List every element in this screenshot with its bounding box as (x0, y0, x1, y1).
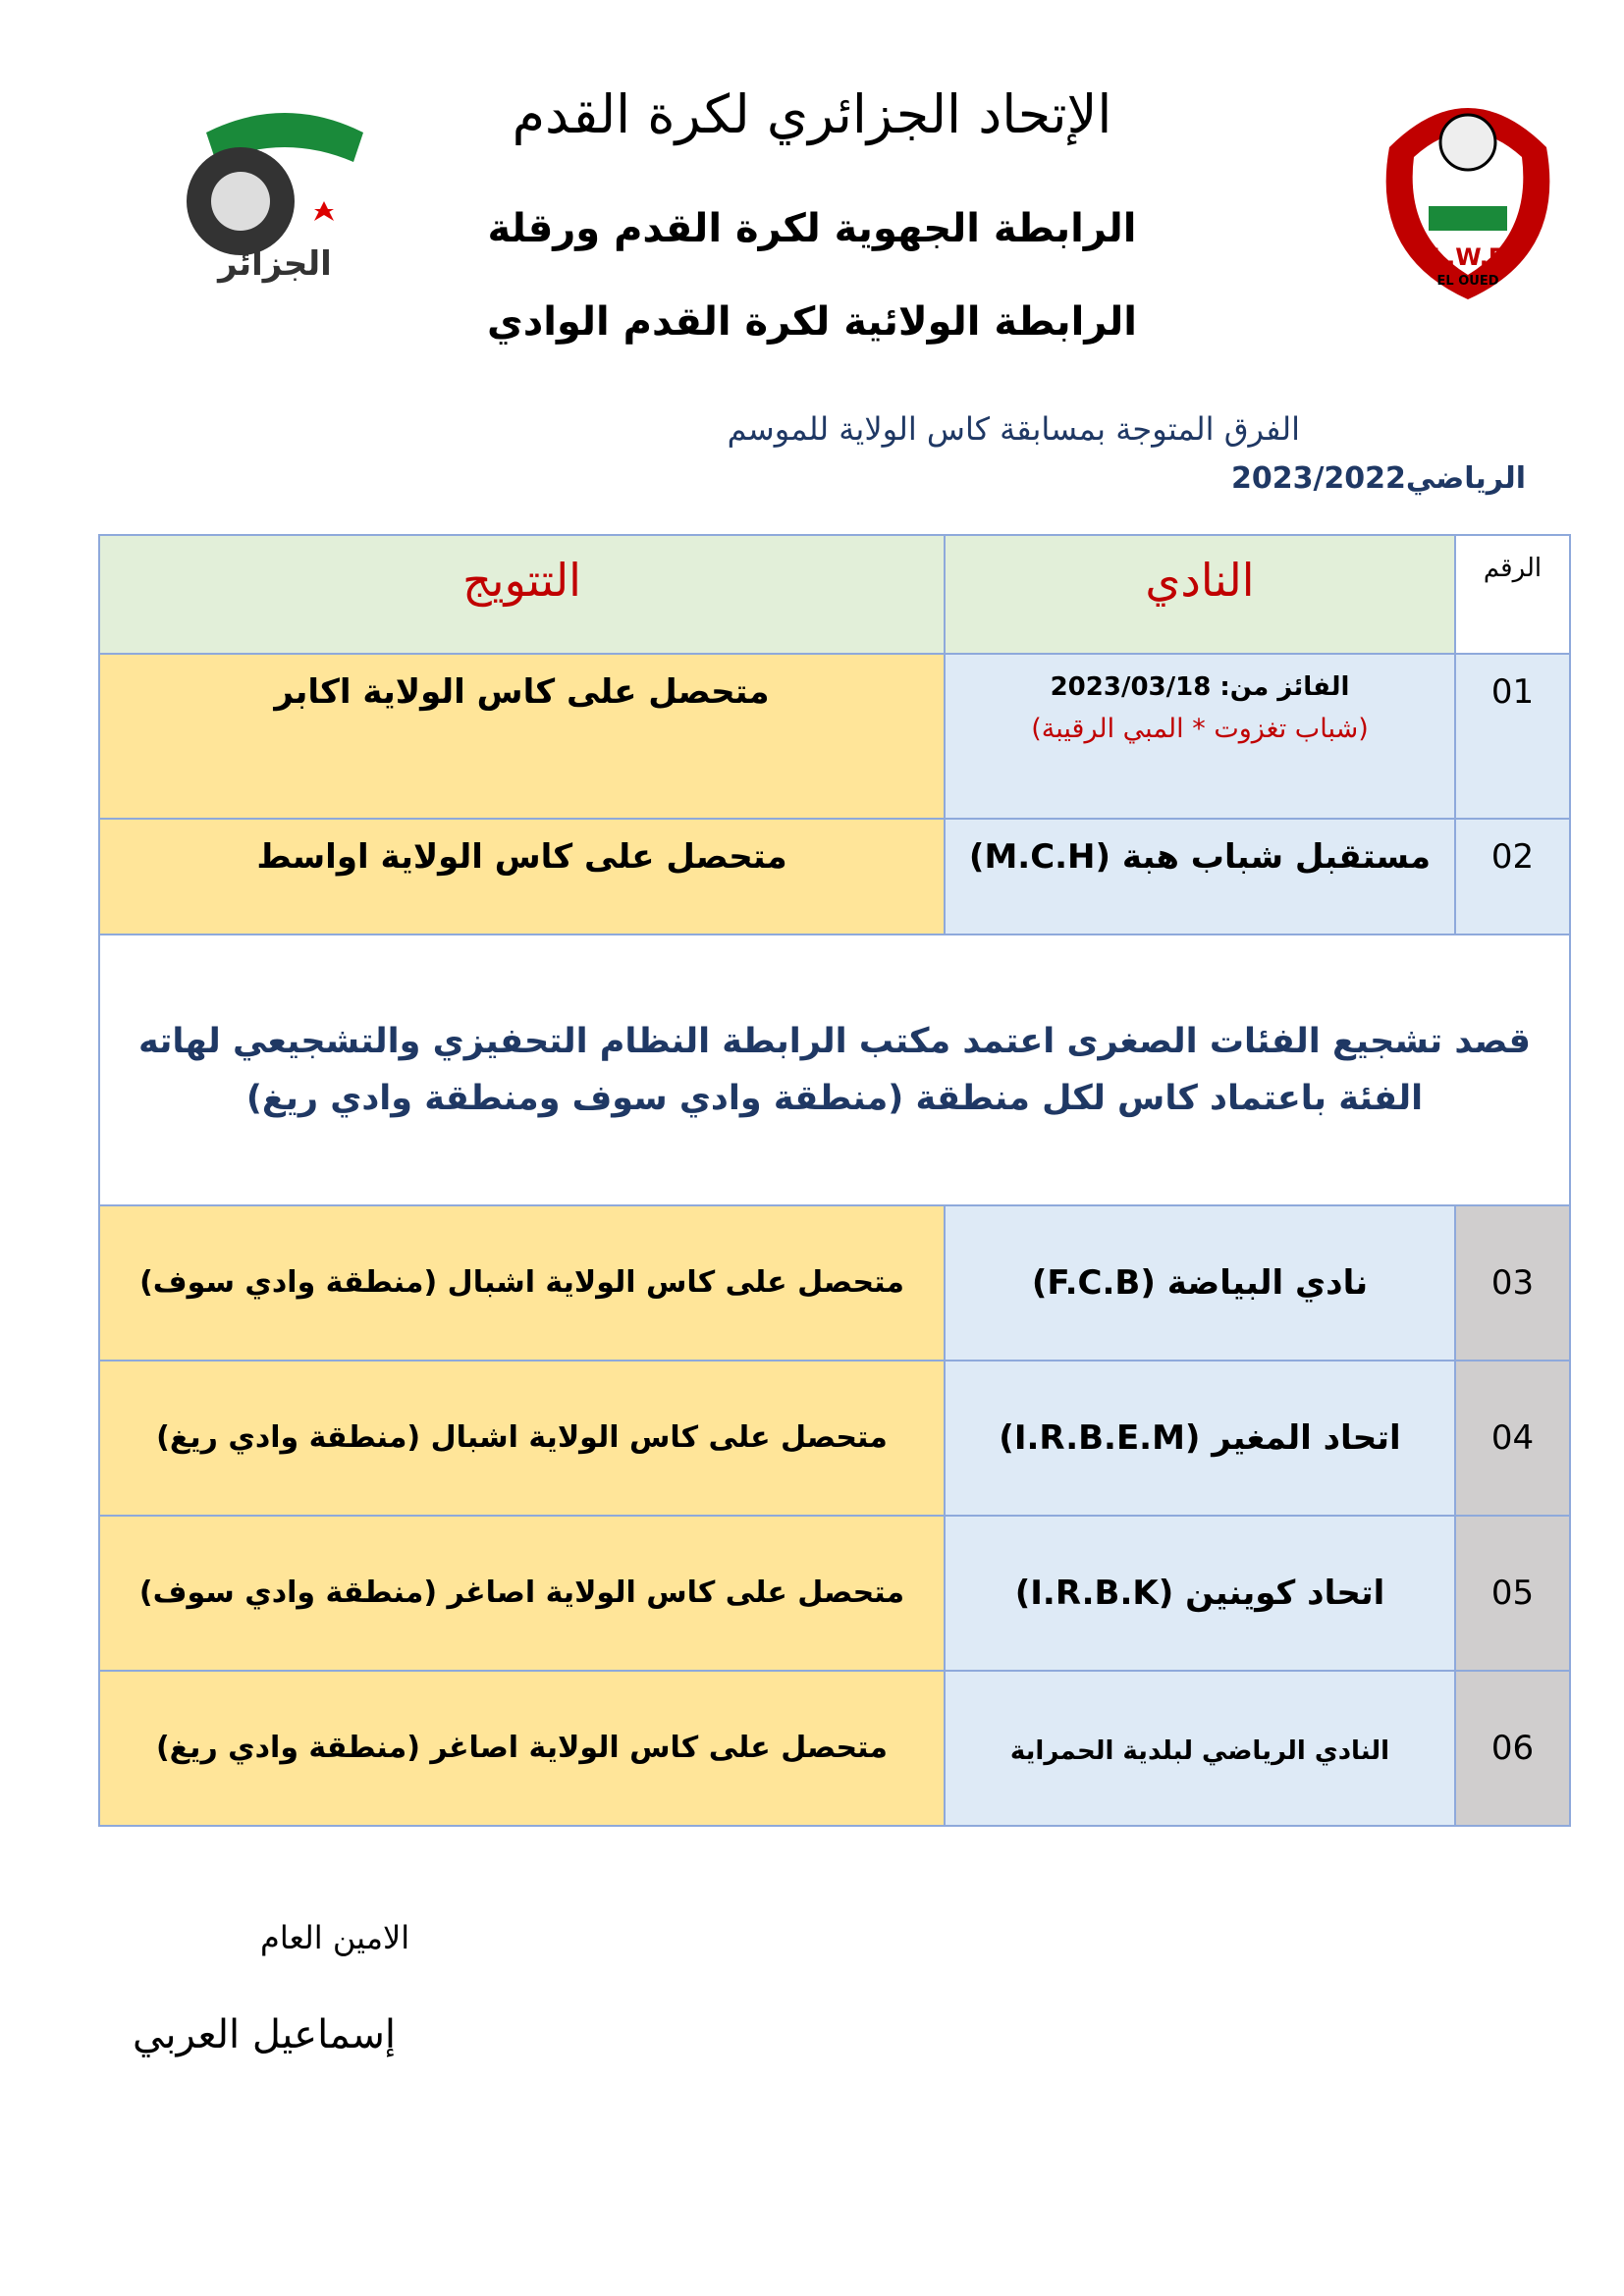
rank-cell: 03 (1454, 1204, 1571, 1362)
club-name: نادي البياضة (F.C.B) (1031, 1262, 1369, 1303)
logo-ball-patch (211, 172, 270, 231)
subtitle: الرابطة الولائية لكرة القدم الوادي (487, 299, 1137, 345)
heading: الفرق المتوجة بمسابقة كاس الولاية للموسم (727, 410, 1300, 448)
table-row: 06 النادي الرياضي لبلدية الحمراية متحصل عل… (98, 1670, 1571, 1827)
logo-field (1429, 206, 1507, 231)
note-cell: قصد تشجيع الفئات الصغرى اعتمد مكتب الراب… (98, 934, 1571, 1206)
logo-star (314, 201, 334, 221)
rank-cell: 04 (1454, 1360, 1571, 1517)
rank-cell: 06 (1454, 1670, 1571, 1827)
table-row: 02 مستقبل شباب هبة (M.C.H) متحصل على كاس ا… (98, 818, 1571, 935)
club-cell: اتحاد المغير (I.R.B.E.M) (944, 1360, 1456, 1517)
logo-subtext: EL OUED (1437, 274, 1499, 289)
logo-ball (1438, 113, 1497, 172)
club-cell: النادي الرياضي لبلدية الحمراية (944, 1670, 1456, 1827)
club-cell: الفائز من: 2023/03/18 (شباب تغزوت * المبي… (944, 653, 1456, 820)
award-cell: متحصل على كاس الولاية اشبال (منطقة وادي … (98, 1360, 946, 1517)
rank-cell: 02 (1454, 818, 1571, 935)
column-header: التتويج (98, 534, 946, 655)
award-cell: متحصل على كاس الولاية اشبال (منطقة وادي … (98, 1204, 946, 1362)
table-row: 01 الفائز من: 2023/03/18 (شباب تغزوت * الم… (98, 653, 1571, 820)
table-row: 04 اتحاد المغير (I.R.B.E.M) متحصل على كاس … (98, 1360, 1571, 1517)
logo-text: L.W.F (1432, 243, 1504, 271)
table-row: 03 نادي البياضة (F.C.B) متحصل على كاس الول… (98, 1204, 1571, 1362)
heading: الرياضي2023/2022 (1230, 461, 1526, 496)
table-row: 05 اتحاد كوينين (I.R.B.K) متحصل على كاس ال… (98, 1515, 1571, 1672)
logo-right: L.W.F EL OUED (1385, 108, 1550, 299)
column-header: الرقم (1454, 534, 1571, 655)
club-cell: نادي البياضة (F.C.B) (944, 1204, 1456, 1362)
note-row: قصد تشجيع الفئات الصغرى اعتمد مكتب الراب… (98, 934, 1571, 1206)
rank-cell: 05 (1454, 1515, 1571, 1672)
club-name: اتحاد كوينين (I.R.B.K) (1014, 1573, 1385, 1613)
rank-cell: 01 (1454, 653, 1571, 820)
club-name: مستقبل شباب هبة (M.C.H) (968, 837, 1432, 877)
club-name: (شباب تغزوت * المبي الرقيبة) (1031, 714, 1369, 744)
column-header: النادي (944, 534, 1456, 655)
award-cell: متحصل على كاس الولاية اواسط (98, 818, 946, 935)
award-cell: متحصل على كاس الولاية اصاغر (منطقة وادي … (98, 1670, 946, 1827)
title: الإتحاد الجزائري لكرة القدم (512, 83, 1112, 145)
logo-inner (1412, 133, 1524, 275)
subtitle: الرابطة الجهوية لكرة القدم ورقلة (487, 206, 1137, 251)
signature-role: الامين العام (260, 1919, 410, 1956)
header-row: الرقم النادي التتويج (98, 534, 1571, 655)
award-cell: متحصل على كاس الولاية اكابر (98, 653, 946, 820)
table: الرقم النادي التتويج 01 الفائز من: 2023/0… (98, 534, 1571, 1827)
club-cell: اتحاد كوينين (I.R.B.K) (944, 1515, 1456, 1672)
club-name: اتحاد المغير (I.R.B.E.M) (999, 1417, 1401, 1458)
logo-text: الجزائر (216, 244, 332, 284)
logo-left: الجزائر (187, 113, 363, 284)
winner-label: الفائز من: 2023/03/18 (1050, 672, 1350, 702)
club-cell: مستقبل شباب هبة (M.C.H) (944, 818, 1456, 935)
signature-name: إسماعيل العربي (133, 2012, 397, 2057)
club-name: النادي الرياضي لبلدية الحمراية (1009, 1735, 1390, 1766)
award-cell: متحصل على كاس الولاية اصاغر (منطقة وادي … (98, 1515, 946, 1672)
